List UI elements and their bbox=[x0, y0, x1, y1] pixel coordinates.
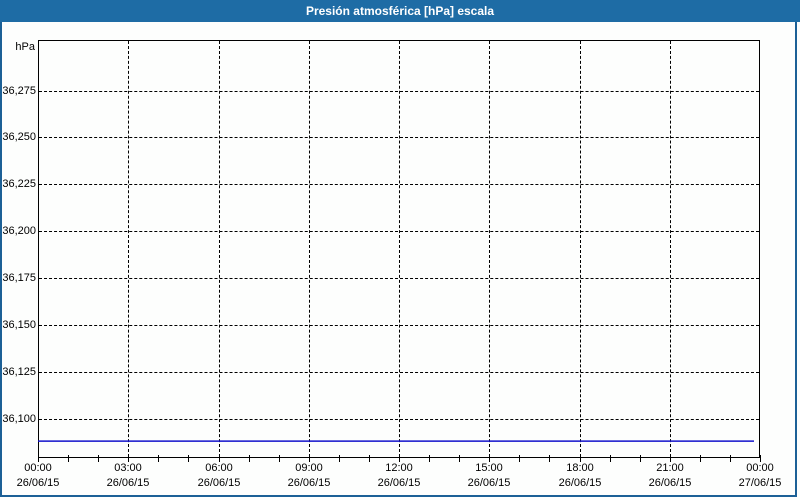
y-tick-label: 936,225 bbox=[2, 178, 36, 190]
x-tick-date-label: 26/06/15 bbox=[558, 477, 602, 489]
x-minor-tick bbox=[610, 455, 611, 462]
x-minor-tick bbox=[700, 455, 701, 462]
x-minor-tick bbox=[580, 455, 581, 462]
x-tick-date-label: 26/06/15 bbox=[467, 477, 511, 489]
x-grid-line bbox=[670, 41, 671, 457]
x-tick-date-label: 27/06/15 bbox=[738, 477, 782, 489]
x-minor-tick bbox=[459, 455, 460, 462]
x-minor-tick bbox=[760, 455, 761, 462]
x-minor-tick bbox=[38, 455, 39, 462]
x-tick-time-label: 09:00 bbox=[295, 462, 323, 474]
x-tick-time-label: 15:00 bbox=[475, 462, 503, 474]
x-minor-tick bbox=[68, 455, 69, 462]
x-grid-line bbox=[399, 41, 400, 457]
x-minor-tick bbox=[670, 455, 671, 462]
x-tick-date-label: 26/06/15 bbox=[287, 477, 331, 489]
x-tick-date-label: 26/06/15 bbox=[16, 477, 60, 489]
y-tick-label: 936,275 bbox=[2, 85, 36, 97]
x-minor-tick bbox=[309, 455, 310, 462]
x-minor-tick bbox=[549, 455, 550, 462]
x-grid-line bbox=[489, 41, 490, 457]
x-tick-time-label: 06:00 bbox=[205, 462, 233, 474]
y-axis-labels: hPa 936,275 936,250 936,225 936,200 936,175 9… bbox=[2, 22, 37, 500]
x-tick-time-label: 12:00 bbox=[385, 462, 413, 474]
x-tick-time-label: 21:00 bbox=[656, 462, 684, 474]
x-grid-line bbox=[219, 41, 220, 457]
x-minor-tick bbox=[128, 455, 129, 462]
x-minor-tick bbox=[429, 455, 430, 462]
y-tick-label: 936,175 bbox=[2, 272, 36, 284]
x-minor-tick bbox=[519, 455, 520, 462]
x-grid-line bbox=[128, 41, 129, 457]
x-minor-tick bbox=[98, 455, 99, 462]
x-minor-tick bbox=[279, 455, 280, 462]
y-tick-label: 936,150 bbox=[2, 319, 36, 331]
x-tick-date-label: 26/06/15 bbox=[377, 477, 421, 489]
chart-title-bar: Presión atmosférica [hPa] escala bbox=[0, 0, 800, 22]
y-tick-label: 936,125 bbox=[2, 366, 36, 378]
window-border-right bbox=[795, 22, 797, 497]
x-tick-date-label: 26/06/15 bbox=[648, 477, 692, 489]
window-border-left bbox=[0, 22, 2, 497]
window-border-bottom bbox=[0, 495, 797, 497]
y-tick-label: 936,100 bbox=[2, 413, 36, 425]
x-minor-tick bbox=[188, 455, 189, 462]
x-minor-tick bbox=[730, 455, 731, 462]
x-minor-tick bbox=[158, 455, 159, 462]
x-grid-line bbox=[580, 41, 581, 457]
x-tick-time-label: 18:00 bbox=[566, 462, 594, 474]
plot-area bbox=[38, 40, 760, 458]
x-tick-date-label: 26/06/15 bbox=[106, 477, 150, 489]
x-grid-line bbox=[309, 41, 310, 457]
y-tick-label: 936,200 bbox=[2, 225, 36, 237]
x-minor-tick bbox=[339, 455, 340, 462]
x-tick-time-label: 00:00 bbox=[24, 462, 52, 474]
y-axis-unit-label: hPa bbox=[15, 41, 35, 53]
x-minor-tick bbox=[489, 455, 490, 462]
x-tick-time-label: 00:00 bbox=[746, 462, 774, 474]
chart-title: Presión atmosférica [hPa] escala bbox=[305, 4, 495, 18]
x-minor-tick bbox=[640, 455, 641, 462]
x-minor-tick bbox=[399, 455, 400, 462]
x-tick-time-label: 03:00 bbox=[114, 462, 142, 474]
x-minor-tick bbox=[219, 455, 220, 462]
x-tick-date-label: 26/06/15 bbox=[197, 477, 241, 489]
x-minor-tick bbox=[369, 455, 370, 462]
y-tick-label: 936,250 bbox=[2, 131, 36, 143]
x-minor-tick bbox=[249, 455, 250, 462]
